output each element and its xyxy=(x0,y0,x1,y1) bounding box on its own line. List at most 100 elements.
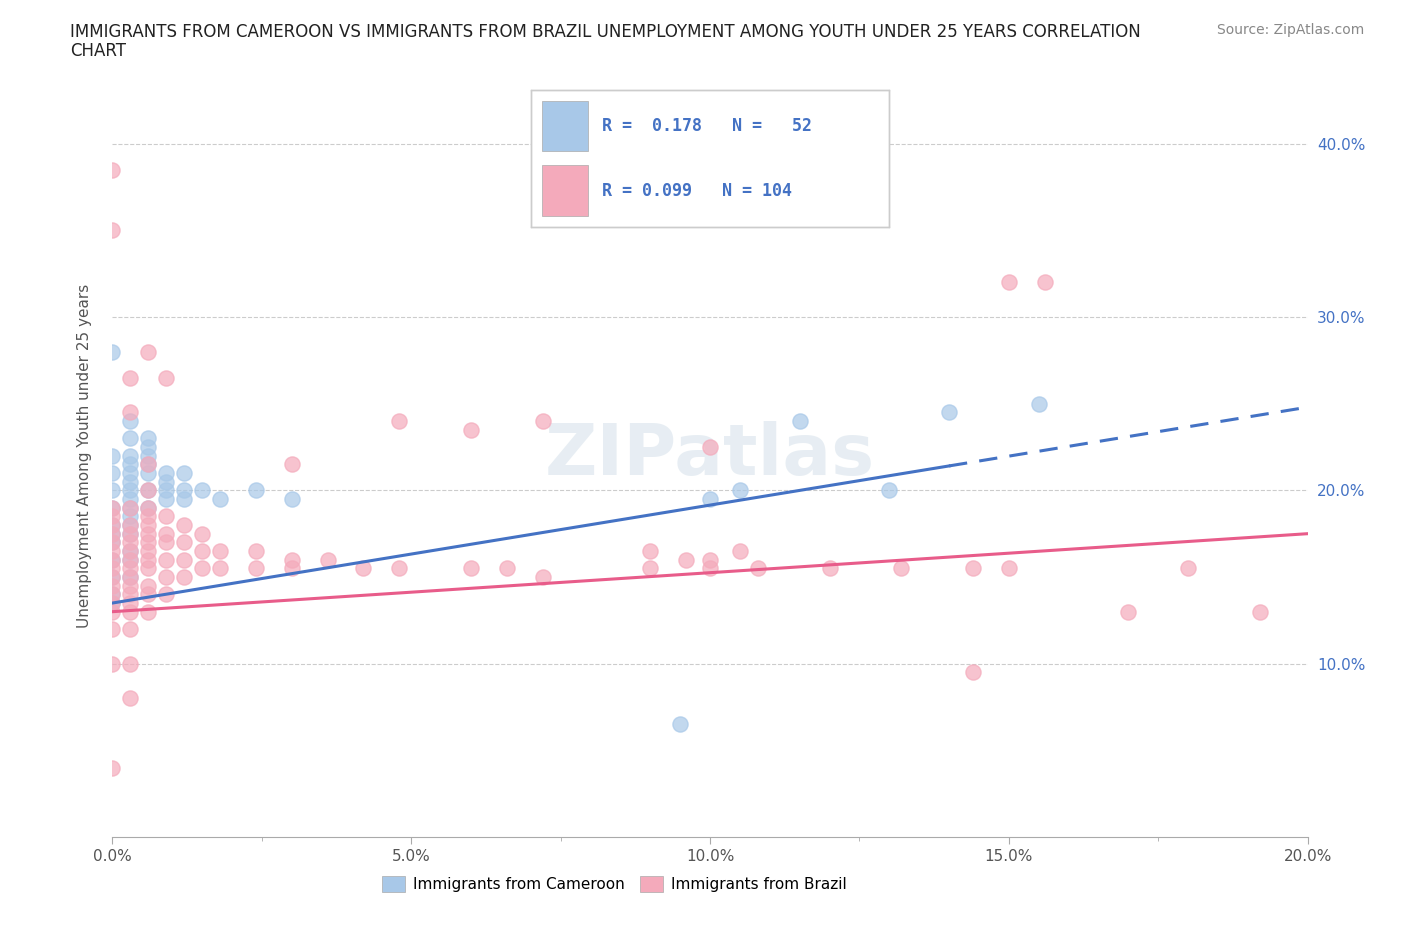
Point xyxy=(120,621,142,636)
Point xyxy=(101,518,124,533)
Point xyxy=(138,448,160,463)
Point xyxy=(209,561,232,576)
Point xyxy=(101,344,124,359)
Point xyxy=(138,431,160,445)
Point xyxy=(173,569,195,584)
Point xyxy=(101,604,124,619)
Point xyxy=(101,535,124,550)
Point xyxy=(101,569,124,584)
Point xyxy=(245,543,267,558)
Text: IMMIGRANTS FROM CAMEROON VS IMMIGRANTS FROM BRAZIL UNEMPLOYMENT AMONG YOUTH UNDE: IMMIGRANTS FROM CAMEROON VS IMMIGRANTS F… xyxy=(70,23,1142,41)
Point xyxy=(531,414,554,429)
Point xyxy=(120,552,142,567)
Point xyxy=(155,483,177,498)
Point xyxy=(138,526,160,541)
Point xyxy=(138,440,160,455)
Point xyxy=(101,587,124,602)
Point xyxy=(316,552,339,567)
Point xyxy=(138,604,160,619)
Point xyxy=(173,492,195,507)
Point xyxy=(1177,561,1199,576)
Point xyxy=(191,561,214,576)
Text: CHART: CHART xyxy=(70,42,127,60)
Point xyxy=(496,561,519,576)
Point xyxy=(120,595,142,610)
Point xyxy=(101,569,124,584)
Point xyxy=(728,543,751,558)
Point xyxy=(818,561,841,576)
Point xyxy=(138,344,160,359)
Point xyxy=(209,492,232,507)
Point xyxy=(101,500,124,515)
Point xyxy=(138,500,160,515)
Point xyxy=(191,543,214,558)
Point xyxy=(728,483,751,498)
Point xyxy=(789,414,811,429)
Point xyxy=(460,422,482,437)
Point xyxy=(101,552,124,567)
Point xyxy=(699,561,721,576)
Point xyxy=(998,561,1021,576)
Point xyxy=(138,457,160,472)
Point xyxy=(101,657,124,671)
Point xyxy=(101,509,124,524)
Point xyxy=(388,414,411,429)
Point xyxy=(101,760,124,775)
Point xyxy=(138,509,160,524)
Point xyxy=(120,500,142,515)
Point xyxy=(120,518,142,533)
Point xyxy=(155,492,177,507)
Point xyxy=(120,543,142,558)
Point xyxy=(138,578,160,593)
Point xyxy=(353,561,375,576)
Point xyxy=(120,543,142,558)
Point xyxy=(138,552,160,567)
Point xyxy=(138,561,160,576)
Point xyxy=(120,492,142,507)
Point xyxy=(101,595,124,610)
Point xyxy=(699,552,721,567)
Point xyxy=(101,621,124,636)
Point xyxy=(101,561,124,576)
Point xyxy=(120,526,142,541)
Point xyxy=(120,569,142,584)
Point xyxy=(879,483,901,498)
Point xyxy=(155,569,177,584)
Point xyxy=(138,483,160,498)
Point xyxy=(245,561,267,576)
Point xyxy=(155,552,177,567)
Point xyxy=(1033,275,1056,290)
Point xyxy=(155,474,177,489)
Point xyxy=(531,569,554,584)
Point xyxy=(101,535,124,550)
Point xyxy=(101,587,124,602)
Point xyxy=(138,500,160,515)
Point xyxy=(101,466,124,481)
Point xyxy=(138,543,160,558)
Point xyxy=(120,535,142,550)
Point xyxy=(173,535,195,550)
Point xyxy=(120,431,142,445)
Point xyxy=(281,492,304,507)
Point xyxy=(173,518,195,533)
Point xyxy=(281,457,304,472)
Point xyxy=(640,543,662,558)
Point xyxy=(120,657,142,671)
Point xyxy=(155,370,177,385)
Point xyxy=(120,448,142,463)
Y-axis label: Unemployment Among Youth under 25 years: Unemployment Among Youth under 25 years xyxy=(77,284,91,628)
Point xyxy=(191,483,214,498)
Point xyxy=(173,483,195,498)
Point xyxy=(699,440,721,455)
Point xyxy=(120,518,142,533)
Point xyxy=(191,526,214,541)
Point xyxy=(699,492,721,507)
Point xyxy=(101,543,124,558)
Point xyxy=(138,518,160,533)
Point xyxy=(120,552,142,567)
Point xyxy=(138,466,160,481)
Point xyxy=(101,223,124,238)
Point xyxy=(120,587,142,602)
Point xyxy=(640,561,662,576)
Point xyxy=(120,578,142,593)
